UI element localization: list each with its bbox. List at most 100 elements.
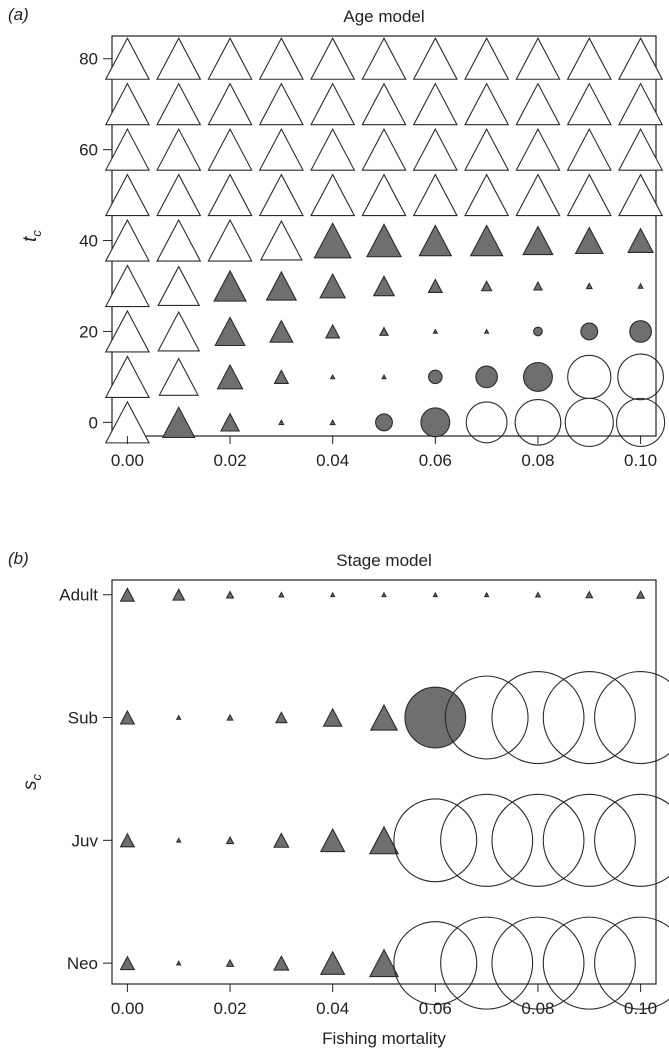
- circle-marker: [475, 365, 498, 389]
- triangle-marker: [273, 955, 290, 971]
- circle-marker: [594, 670, 669, 765]
- triangle-marker: [618, 37, 664, 80]
- circle-marker: [542, 670, 636, 765]
- triangle-marker: [269, 319, 294, 343]
- circle-marker: [542, 916, 636, 1010]
- triangle-marker: [214, 316, 246, 347]
- y-tick-label: 0: [89, 413, 98, 432]
- triangle-marker: [522, 225, 554, 256]
- triangle-marker: [483, 328, 490, 334]
- circle-marker: [491, 793, 585, 887]
- triangle-marker: [361, 82, 407, 126]
- triangle-marker: [104, 37, 150, 80]
- x-tick-label: 0.08: [521, 999, 554, 1018]
- triangle-marker: [566, 37, 612, 80]
- circle-marker: [629, 320, 652, 343]
- triangle-marker: [418, 224, 453, 257]
- triangle-marker: [432, 591, 439, 598]
- triangle-marker: [313, 222, 352, 259]
- y-tick-label: Sub: [68, 709, 98, 728]
- circle-marker: [393, 798, 478, 883]
- panel-a-y-axis-label: tc: [20, 230, 44, 242]
- triangle-marker: [175, 714, 182, 720]
- y-tick-label: 20: [79, 322, 98, 341]
- triangle-marker: [585, 590, 594, 599]
- panel-b-label: (b): [8, 549, 29, 568]
- triangle-marker: [259, 219, 303, 261]
- triangle-marker: [213, 269, 247, 302]
- x-tick-label: 0.10: [624, 999, 657, 1018]
- triangle-marker: [156, 218, 202, 262]
- x-tick-label: 0.08: [521, 451, 554, 470]
- triangle-marker: [372, 275, 396, 297]
- triangle-marker: [258, 173, 304, 217]
- triangle-marker: [207, 127, 253, 171]
- triangle-marker: [310, 82, 356, 126]
- triangle-marker: [515, 37, 561, 80]
- triangle-marker: [104, 173, 150, 217]
- triangle-marker: [119, 587, 136, 602]
- triangle-marker: [258, 82, 304, 126]
- circle-marker: [542, 793, 636, 887]
- triangle-marker: [225, 958, 235, 967]
- panel-b-title: Stage model: [336, 551, 431, 570]
- triangle-marker: [157, 265, 201, 306]
- panel-b: (b) Stage model 0.00 0.02 0.04 0.06 0.08 0.10…: [8, 549, 669, 1048]
- y-tick-label: Adult: [59, 586, 98, 605]
- triangle-marker: [104, 309, 150, 353]
- panel-a-title: Age model: [343, 7, 424, 26]
- triangle-marker: [618, 127, 664, 171]
- triangle-marker: [368, 948, 400, 978]
- triangle-marker: [273, 832, 290, 848]
- triangle-marker: [361, 173, 407, 217]
- panel-b-x-axis-label: Fishing mortality: [322, 1029, 446, 1048]
- y-tick-label: Juv: [72, 831, 99, 850]
- circle-marker: [514, 399, 562, 446]
- triangle-marker: [515, 127, 561, 171]
- triangle-marker: [464, 37, 510, 80]
- triangle-marker: [427, 278, 444, 294]
- x-tick-label: 0.00: [111, 451, 144, 470]
- triangle-marker: [175, 960, 182, 966]
- circle-marker: [580, 322, 599, 341]
- triangle-marker: [381, 591, 387, 598]
- triangle-marker: [618, 173, 664, 217]
- panel-a-marks: [104, 37, 666, 447]
- panel-b-marks: [119, 587, 669, 1010]
- panel-a-label: (a): [8, 5, 29, 24]
- triangle-marker: [319, 272, 347, 299]
- triangle-marker: [483, 591, 490, 598]
- panel-a-x-axis: 0.00 0.02 0.04 0.06 0.08 0.10: [111, 436, 657, 470]
- triangle-marker: [637, 282, 644, 289]
- triangle-marker: [104, 218, 150, 262]
- x-tick-label: 0.02: [213, 451, 246, 470]
- circle-marker: [594, 916, 669, 1010]
- triangle-marker: [175, 837, 182, 843]
- triangle-marker: [534, 591, 542, 598]
- triangle-marker: [368, 825, 400, 855]
- triangle-marker: [566, 173, 612, 217]
- triangle-marker: [480, 280, 493, 292]
- triangle-marker: [412, 173, 458, 217]
- circle-marker: [440, 793, 534, 887]
- circle-marker: [428, 369, 443, 385]
- triangle-marker: [566, 82, 612, 126]
- triangle-marker: [119, 709, 136, 725]
- triangle-marker: [378, 326, 390, 336]
- panel-a-y-axis-label-sub: c: [29, 230, 44, 237]
- triangle-marker: [310, 173, 356, 217]
- triangle-marker: [322, 707, 343, 727]
- triangle-marker: [329, 419, 336, 426]
- panel-b-x-axis: 0.00 0.02 0.04 0.06 0.08 0.10: [111, 984, 657, 1018]
- triangle-marker: [207, 173, 253, 217]
- triangle-marker: [156, 173, 202, 217]
- triangle-marker: [369, 703, 399, 731]
- circle-marker: [440, 916, 534, 1010]
- triangle-marker: [574, 226, 604, 255]
- triangle-marker: [274, 711, 288, 724]
- triangle-marker: [104, 355, 150, 398]
- triangle-marker: [515, 82, 561, 126]
- x-tick-label: 0.10: [624, 451, 657, 470]
- triangle-marker: [310, 127, 356, 171]
